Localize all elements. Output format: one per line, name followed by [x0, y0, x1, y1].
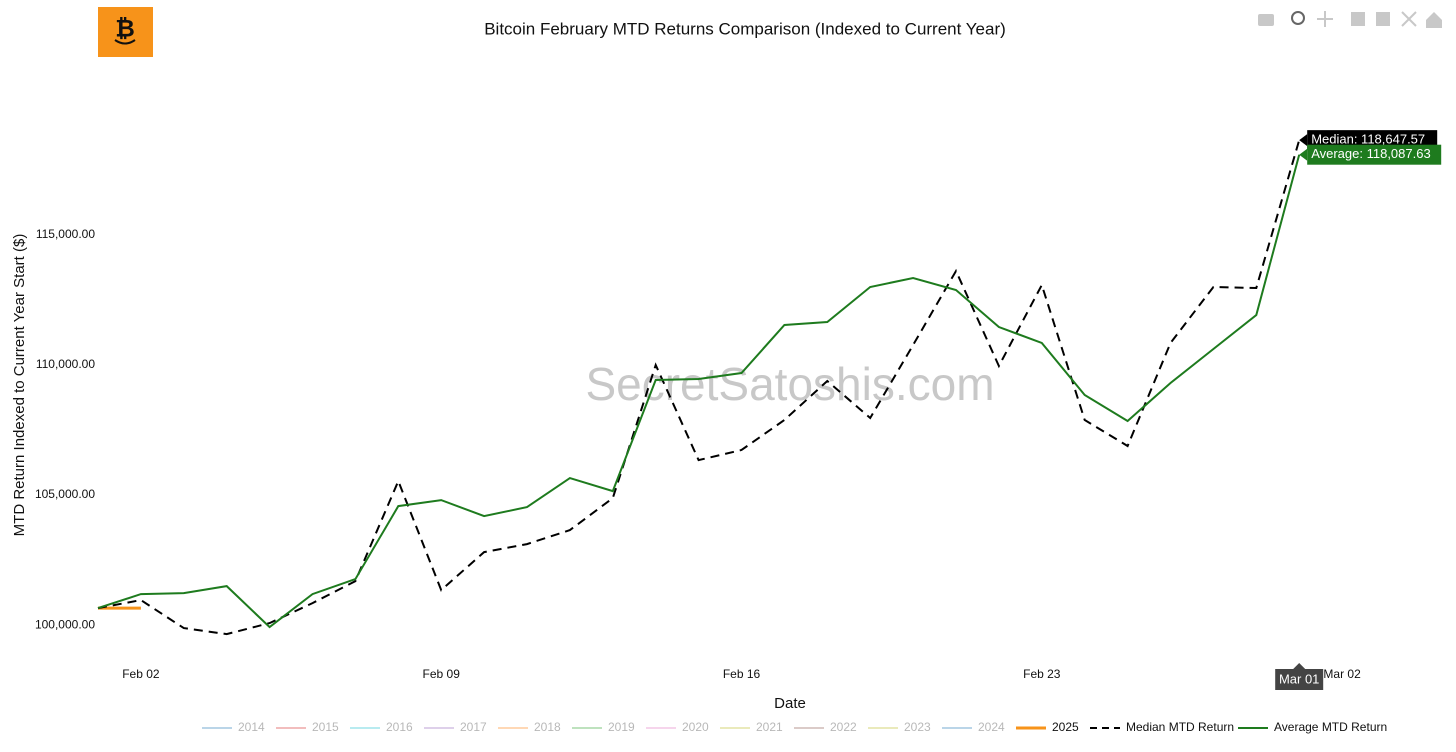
x-axis-title: Date	[774, 695, 806, 712]
legend-label: 2023	[904, 720, 931, 734]
y-tick-label: 105,000.00	[35, 487, 95, 501]
y-tick-label: 100,000.00	[35, 617, 95, 631]
legend-label: 2019	[608, 720, 635, 734]
series-line	[97, 139, 1301, 636]
legend-label: 2021	[756, 720, 783, 734]
legend-label: 2015	[312, 720, 339, 734]
logo: ₿	[98, 7, 153, 57]
legend-item[interactable]: 2014	[202, 720, 265, 734]
legend-item[interactable]: 2021	[720, 720, 783, 734]
chart-title: Bitcoin February MTD Returns Comparison …	[484, 19, 1006, 38]
hover-pointer	[1299, 134, 1308, 147]
home-icon[interactable]	[1426, 12, 1442, 28]
legend-item[interactable]: 2017	[424, 720, 487, 734]
pan-icon[interactable]	[1317, 11, 1333, 27]
toolbar[interactable]	[1258, 11, 1442, 28]
x-hover-pointer	[1293, 663, 1306, 669]
legend-item[interactable]: 2016	[350, 720, 413, 734]
legend-item[interactable]: Median MTD Return	[1090, 720, 1234, 734]
legend-item[interactable]: 2015	[276, 720, 339, 734]
y-tick-label: 115,000.00	[36, 227, 95, 241]
zoom-in-icon[interactable]	[1351, 12, 1365, 26]
x-hover-label: Mar 01	[1279, 671, 1319, 686]
legend-item[interactable]: 2020	[646, 720, 709, 734]
legend-item[interactable]: 2025	[1016, 720, 1079, 734]
zoom-out-icon[interactable]	[1376, 12, 1390, 26]
legend-label: 2016	[386, 720, 413, 734]
legend-label: 2020	[682, 720, 709, 734]
legend-item[interactable]: 2018	[498, 720, 561, 734]
x-tick-label: Feb 16	[723, 667, 761, 681]
y-axis-title: MTD Return Indexed to Current Year Start…	[11, 234, 28, 537]
camera-icon[interactable]	[1258, 14, 1274, 26]
legend-label: 2025	[1052, 720, 1079, 734]
legend-item[interactable]: Average MTD Return	[1238, 720, 1387, 734]
x-tick-label: Feb 09	[423, 667, 461, 681]
x-tick-label: Feb 23	[1023, 667, 1061, 681]
legend-item[interactable]: 2024	[942, 720, 1005, 734]
series-line	[97, 154, 1301, 629]
zoom-icon[interactable]	[1291, 11, 1305, 25]
legend-label: Median MTD Return	[1126, 720, 1234, 734]
legend-item[interactable]: 2023	[868, 720, 931, 734]
hover-text: Average: 118,087.63	[1311, 146, 1431, 161]
y-tick-label: 110,000.00	[36, 357, 95, 371]
autoscale-icon[interactable]	[1401, 11, 1417, 27]
legend-label: 2024	[978, 720, 1005, 734]
hover-label: Average: 118,087.63	[1299, 144, 1442, 165]
x-tick-label: Mar 02	[1323, 667, 1361, 681]
legend-item[interactable]: 2022	[794, 720, 857, 734]
legend-label: Average MTD Return	[1274, 720, 1387, 734]
x-hover-box	[1275, 669, 1324, 690]
hover-pointer	[1299, 148, 1308, 161]
legend-label: 2014	[238, 720, 265, 734]
legend-item[interactable]: 2019	[572, 720, 635, 734]
hover-box	[1307, 144, 1442, 165]
legend-label: 2022	[830, 720, 857, 734]
svg-text:₿: ₿	[115, 15, 135, 42]
legend-label: 2017	[460, 720, 487, 734]
legend-label: 2018	[534, 720, 561, 734]
hover-text: Median: 118,647.57	[1311, 132, 1425, 147]
x-tick-label: Feb 02	[122, 667, 160, 681]
